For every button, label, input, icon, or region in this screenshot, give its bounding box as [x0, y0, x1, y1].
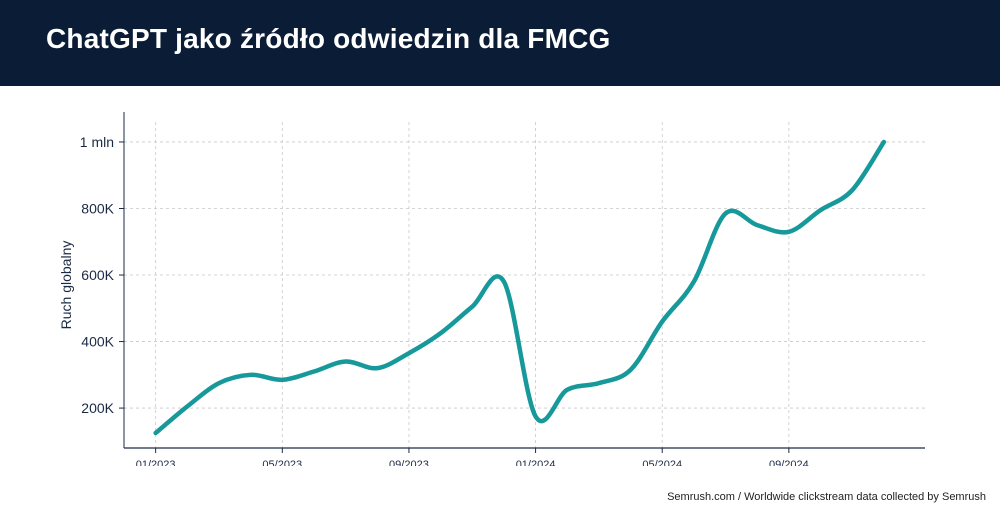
data-point [185, 404, 189, 408]
y-axis-title: Ruch globalny [58, 241, 74, 330]
y-tick-label: 200K [81, 400, 114, 416]
x-tick-label: 09/2023 [389, 459, 429, 466]
data-point [819, 208, 823, 212]
y-tick-label: 1 mln [80, 134, 114, 150]
source-note: Semrush.com / Worldwide clickstream data… [667, 491, 986, 503]
data-point [597, 381, 601, 385]
data-point [692, 280, 696, 284]
data-point [755, 223, 759, 227]
data-point [660, 320, 664, 324]
data-point [629, 368, 633, 372]
x-tick-label: 09/2024 [769, 459, 809, 466]
data-point [312, 369, 316, 373]
data-point [565, 388, 569, 392]
data-point [439, 331, 443, 335]
data-point [787, 230, 791, 234]
data-point [217, 381, 221, 385]
page-title: ChatGPT jako źródło odwiedzin dla FMCG [46, 23, 611, 54]
x-tick-label: 01/2023 [136, 459, 176, 466]
header-banner: ChatGPT jako źródło odwiedzin dla FMCG [0, 0, 1000, 86]
data-point [344, 360, 348, 364]
x-tick-label: 05/2024 [642, 459, 682, 466]
line-chart: 200K 400K 600K 800K 1 mln 01/2023 05/2023 09/20… [58, 112, 925, 466]
data-point [724, 211, 728, 215]
y-tick-label: 600K [81, 267, 114, 283]
data-point [154, 431, 158, 435]
x-tick-label: 01/2024 [516, 459, 556, 466]
data-point [249, 373, 253, 377]
y-tick-label: 400K [81, 334, 114, 350]
y-tick-label: 800K [81, 200, 114, 216]
data-point [280, 378, 284, 382]
data-point [375, 366, 379, 370]
data-point [407, 351, 411, 355]
series-line [153, 139, 887, 436]
data-point [882, 140, 886, 144]
data-point [470, 305, 474, 309]
data-point [502, 280, 506, 284]
x-tick-label: 05/2023 [262, 459, 302, 466]
data-point [534, 414, 538, 418]
data-point [850, 188, 854, 192]
